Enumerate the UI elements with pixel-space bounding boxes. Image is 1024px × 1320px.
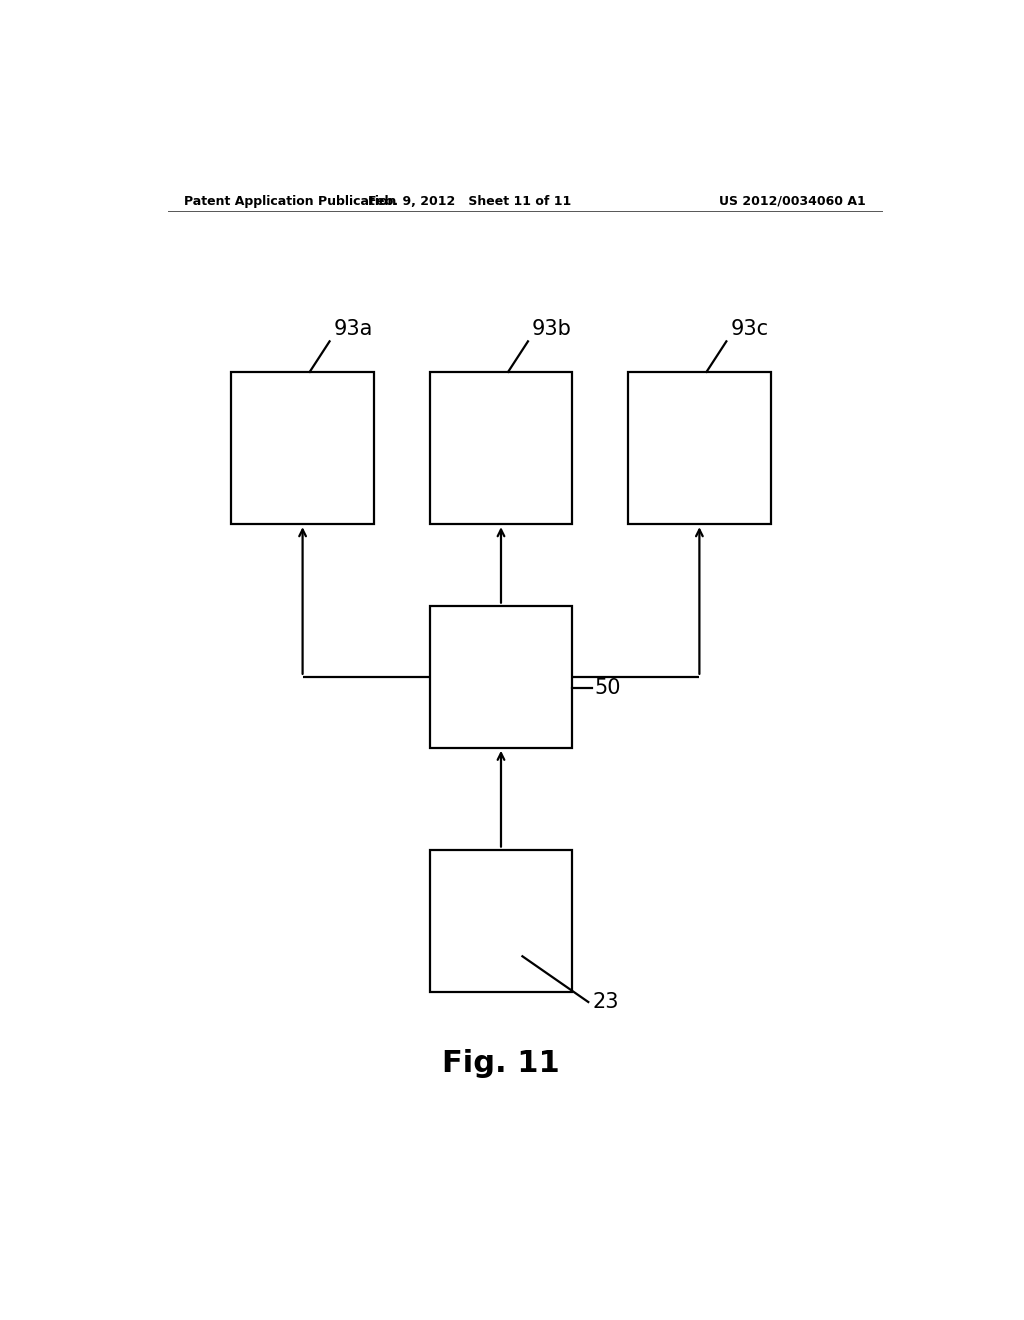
Text: Patent Application Publication: Patent Application Publication: [183, 195, 396, 209]
Bar: [430, 850, 572, 991]
Text: 50: 50: [595, 678, 622, 698]
Text: 93b: 93b: [531, 319, 571, 339]
Text: 93c: 93c: [730, 319, 768, 339]
Text: US 2012/0034060 A1: US 2012/0034060 A1: [719, 195, 866, 209]
Bar: [231, 372, 374, 524]
Bar: [430, 606, 572, 748]
Text: Feb. 9, 2012   Sheet 11 of 11: Feb. 9, 2012 Sheet 11 of 11: [368, 195, 570, 209]
Bar: [628, 372, 771, 524]
Text: Fig. 11: Fig. 11: [442, 1049, 560, 1078]
Text: 23: 23: [592, 993, 618, 1012]
Bar: [430, 372, 572, 524]
Text: 93a: 93a: [334, 319, 373, 339]
